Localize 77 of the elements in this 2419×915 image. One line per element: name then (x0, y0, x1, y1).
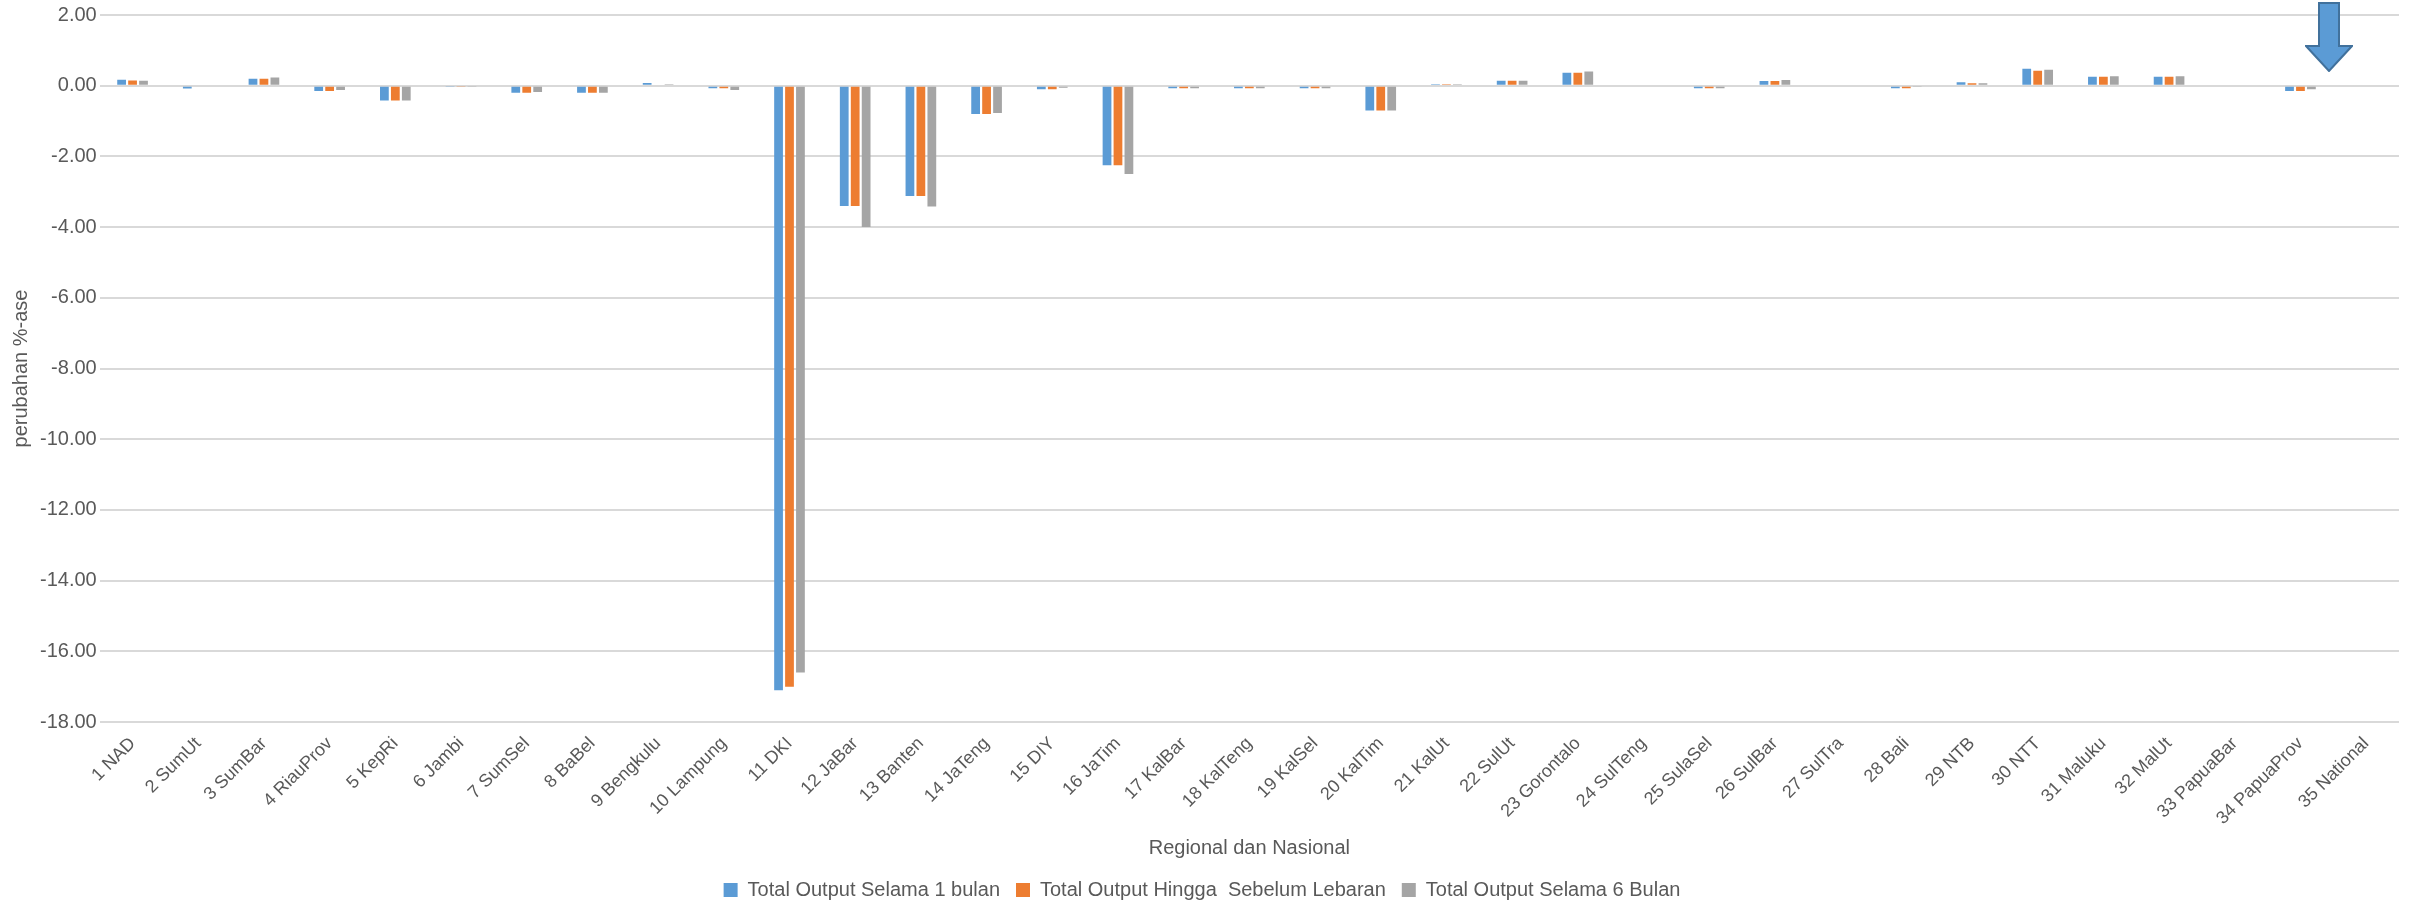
y-tick-label: -18.00 (39, 709, 97, 732)
bar (785, 86, 794, 687)
bar (248, 78, 258, 85)
bar (270, 77, 280, 85)
bar (380, 86, 389, 101)
bar (390, 86, 400, 101)
legend-label: Total Output Selama 6 Bulan (1425, 877, 1681, 900)
bar (1365, 86, 1375, 111)
bar (577, 86, 586, 93)
bar (533, 86, 543, 93)
legend-label: Total Output Hingga Sebelum Lebaran (1040, 877, 1386, 900)
bar (861, 86, 871, 228)
bar (774, 86, 783, 691)
bar (1956, 82, 1966, 85)
y-tick-label: -12.00 (39, 497, 97, 520)
bar (971, 86, 981, 114)
bar (916, 86, 926, 197)
y-tick-label: -10.00 (39, 426, 97, 449)
bar (1496, 80, 1506, 85)
bar (2088, 76, 2097, 85)
bar (314, 86, 324, 92)
bar (511, 86, 521, 93)
y-axis-title: perubahan %-ase (8, 289, 31, 448)
bar (2164, 76, 2174, 85)
x-tick-label: 15 DIY (1005, 732, 1059, 786)
y-tick-label: -8.00 (51, 356, 97, 379)
bar (139, 80, 148, 85)
x-tick-label: 28 Bali (1859, 732, 1913, 786)
bar (1507, 80, 1517, 85)
bar (2022, 68, 2032, 85)
legend-label: Total Output Selama 1 bulan (747, 877, 1001, 900)
bar (850, 86, 860, 206)
bar (325, 86, 335, 92)
bar (993, 86, 1002, 113)
bar (2296, 86, 2305, 92)
bar (336, 86, 345, 90)
bar (1573, 72, 1583, 85)
bar (839, 86, 849, 206)
bar (598, 86, 608, 93)
bar (1781, 80, 1791, 85)
bar (1759, 81, 1769, 85)
y-tick-label: 0.00 (57, 73, 97, 96)
x-axis-title: Regional dan Nasional (1148, 835, 1350, 858)
bar (2033, 70, 2043, 85)
bar (2175, 76, 2185, 85)
bar (522, 86, 532, 93)
bar (128, 80, 137, 85)
bar (1770, 81, 1780, 85)
bar (2044, 69, 2054, 85)
bar (1562, 72, 1572, 85)
bar (1387, 86, 1397, 111)
bar (796, 86, 805, 673)
bar (982, 86, 991, 114)
bar (2153, 76, 2163, 85)
bar (730, 86, 740, 90)
bar (905, 86, 915, 197)
bar (2109, 76, 2119, 85)
bar (2285, 86, 2294, 92)
bar (259, 78, 269, 85)
bar (1124, 86, 1134, 175)
bar (2099, 76, 2108, 85)
y-tick-label: -4.00 (51, 214, 97, 237)
y-tick-label: -2.00 (51, 143, 97, 166)
y-tick-label: -14.00 (39, 568, 97, 591)
bar (117, 79, 126, 85)
bar (588, 86, 597, 93)
x-tick-label: 11 DKI (743, 732, 796, 786)
bar (401, 86, 411, 101)
y-tick-label: -16.00 (39, 638, 97, 661)
y-tick-label: 2.00 (57, 2, 97, 25)
bar (1102, 86, 1112, 166)
bar (1113, 86, 1123, 166)
bar (1376, 86, 1386, 111)
bar (1518, 80, 1528, 85)
bar (927, 86, 937, 207)
y-tick-label: -6.00 (51, 285, 97, 308)
bar (1584, 71, 1594, 85)
